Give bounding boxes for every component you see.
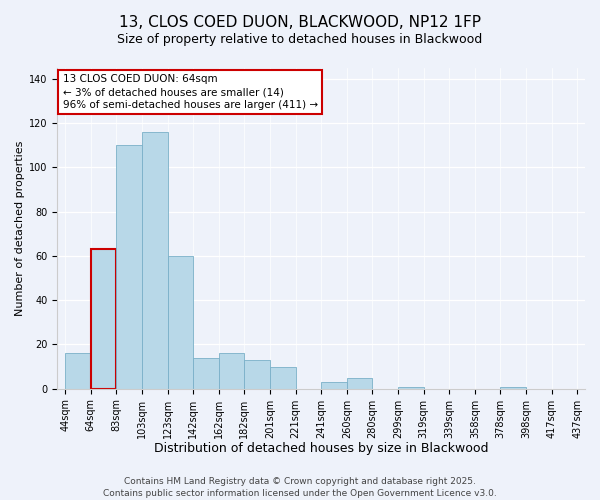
Bar (65, 354, 91, 388)
Text: Contains HM Land Registry data © Crown copyright and database right 2025.
Contai: Contains HM Land Registry data © Crown c… (103, 476, 497, 498)
Bar (193, 358, 219, 388)
Bar (500, 386, 526, 388)
Bar (347, 378, 373, 388)
Bar (321, 382, 347, 388)
Bar (398, 386, 424, 388)
Text: Size of property relative to detached houses in Blackwood: Size of property relative to detached ho… (118, 32, 482, 46)
Bar (219, 354, 244, 388)
Bar (142, 132, 167, 388)
Text: 13, CLOS COED DUON, BLACKWOOD, NP12 1FP: 13, CLOS COED DUON, BLACKWOOD, NP12 1FP (119, 15, 481, 30)
Bar (91, 249, 116, 388)
Bar (116, 145, 142, 388)
Y-axis label: Number of detached properties: Number of detached properties (15, 140, 25, 316)
Bar (167, 256, 193, 388)
Bar (244, 360, 270, 388)
X-axis label: Distribution of detached houses by size in Blackwood: Distribution of detached houses by size … (154, 442, 488, 455)
Text: 13 CLOS COED DUON: 64sqm
← 3% of detached houses are smaller (14)
96% of semi-de: 13 CLOS COED DUON: 64sqm ← 3% of detache… (62, 74, 318, 110)
Bar (270, 366, 296, 388)
